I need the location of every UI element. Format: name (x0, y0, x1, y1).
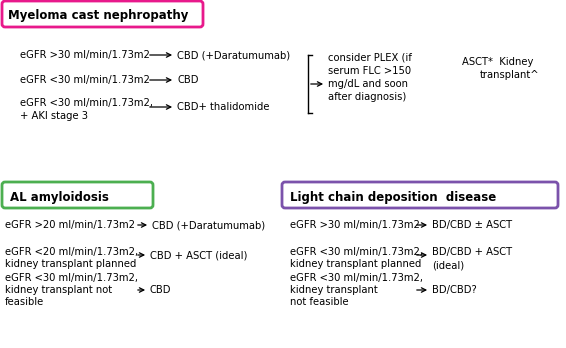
Text: eGFR >30 ml/min/1.73m2: eGFR >30 ml/min/1.73m2 (290, 220, 420, 230)
Text: CBD (+Daratumumab): CBD (+Daratumumab) (152, 220, 265, 230)
Text: eGFR <30 ml/min/1.73m2,: eGFR <30 ml/min/1.73m2, (20, 98, 153, 108)
Text: mg/dL and soon: mg/dL and soon (328, 79, 408, 89)
Text: eGFR <30 ml/min/1.73m2: eGFR <30 ml/min/1.73m2 (20, 75, 150, 85)
Text: CBD + ASCT (ideal): CBD + ASCT (ideal) (150, 250, 247, 260)
Text: AL amyloidosis: AL amyloidosis (10, 190, 109, 204)
Text: CBD: CBD (150, 285, 171, 295)
Text: (ideal): (ideal) (432, 260, 464, 270)
Text: kidney transplant planned: kidney transplant planned (5, 259, 136, 269)
Text: Light chain deposition  disease: Light chain deposition disease (290, 190, 496, 204)
Text: kidney transplant planned: kidney transplant planned (290, 259, 421, 269)
Text: BD/CBD ± ASCT: BD/CBD ± ASCT (432, 220, 512, 230)
FancyBboxPatch shape (2, 182, 153, 208)
FancyBboxPatch shape (282, 182, 558, 208)
FancyBboxPatch shape (2, 1, 203, 27)
Text: kidney transplant: kidney transplant (290, 285, 378, 295)
Text: CBD+ thalidomide: CBD+ thalidomide (177, 102, 269, 112)
Text: CBD (+Daratumumab): CBD (+Daratumumab) (177, 50, 290, 60)
Text: BD/CBD + ASCT: BD/CBD + ASCT (432, 247, 512, 257)
Text: eGFR <30 ml/min/1.73m2,: eGFR <30 ml/min/1.73m2, (5, 273, 138, 283)
Text: kidney transplant not: kidney transplant not (5, 285, 112, 295)
Text: + AKI stage 3: + AKI stage 3 (20, 111, 88, 121)
Text: eGFR >30 ml/min/1.73m2: eGFR >30 ml/min/1.73m2 (20, 50, 150, 60)
Text: eGFR <30 ml/min/1.73m2,: eGFR <30 ml/min/1.73m2, (290, 273, 423, 283)
Text: serum FLC >150: serum FLC >150 (328, 66, 411, 76)
Text: eGFR <30 ml/min/1.73m2,: eGFR <30 ml/min/1.73m2, (290, 247, 423, 257)
Text: BD/CBD?: BD/CBD? (432, 285, 477, 295)
Text: transplant^: transplant^ (480, 70, 539, 80)
Text: eGFR <20 ml/min/1.73m2,: eGFR <20 ml/min/1.73m2, (5, 247, 138, 257)
Text: not feasible: not feasible (290, 297, 349, 307)
Text: CBD: CBD (177, 75, 199, 85)
Text: after diagnosis): after diagnosis) (328, 92, 406, 102)
Text: consider PLEX (if: consider PLEX (if (328, 53, 412, 63)
Text: ASCT*  Kidney: ASCT* Kidney (462, 57, 533, 67)
Text: Myeloma cast nephropathy: Myeloma cast nephropathy (8, 8, 188, 22)
Text: feasible: feasible (5, 297, 44, 307)
Text: eGFR >20 ml/min/1.73m2: eGFR >20 ml/min/1.73m2 (5, 220, 135, 230)
